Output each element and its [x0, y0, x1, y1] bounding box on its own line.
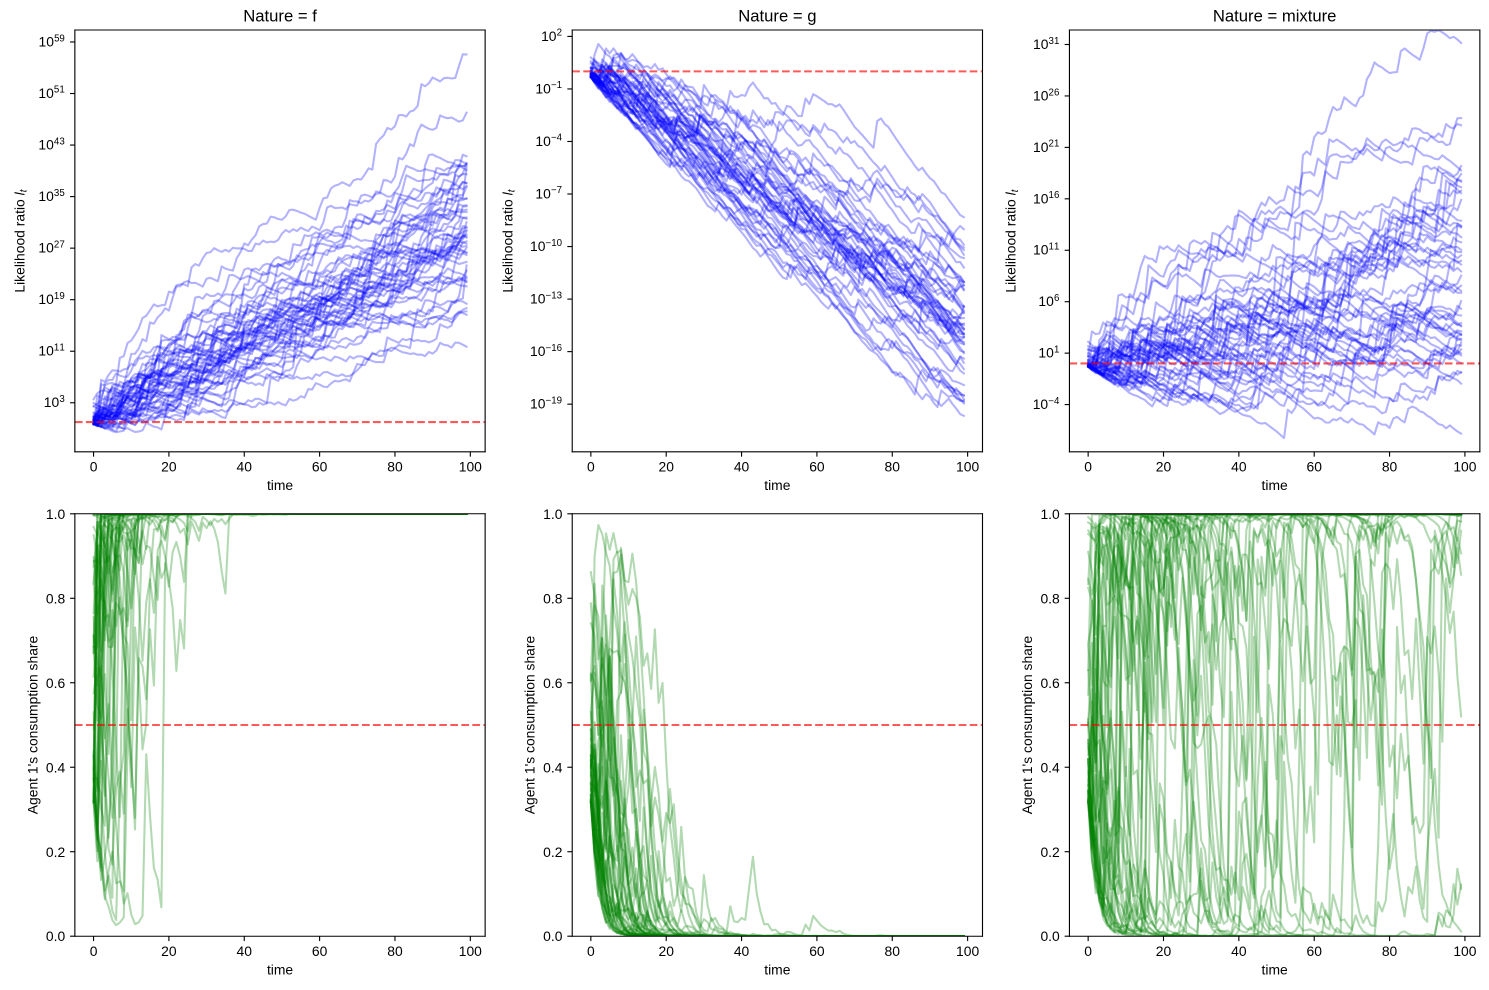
svg-text:1 0 2: 1 0 2 7 [38, 227, 65, 257]
svg-text:Agent 1's consumption share: Agent 1's consumption share [24, 635, 40, 814]
svg-text:1.0: 1.0 [1040, 506, 1060, 522]
svg-text:60: 60 [312, 459, 328, 475]
svg-text:1 0 6: 1 0 6 [1038, 286, 1059, 311]
svg-text:0.8: 0.8 [1040, 590, 1060, 606]
svg-text:0.4: 0.4 [543, 759, 563, 775]
svg-text:1 0 2: 1 0 2 1 [1033, 127, 1060, 157]
svg-text:20: 20 [161, 459, 177, 475]
svg-text:0.6: 0.6 [46, 675, 66, 691]
svg-text:time: time [1262, 477, 1288, 493]
svg-text:1 0 −: 1 0 − 1 [535, 68, 562, 98]
svg-text:60: 60 [1306, 459, 1322, 475]
svg-text:0.0: 0.0 [46, 928, 66, 944]
svg-text:0.2: 0.2 [1040, 844, 1060, 860]
svg-text:0.4: 0.4 [1040, 759, 1060, 775]
svg-text:0.4: 0.4 [46, 759, 66, 775]
svg-text:1 0 1: 1 0 1 6 [1033, 178, 1060, 208]
svg-text:80: 80 [1382, 943, 1398, 959]
svg-text:time: time [1262, 961, 1288, 977]
svg-text:100: 100 [1453, 943, 1476, 959]
svg-text:Nature = g: Nature = g [738, 7, 816, 26]
svg-text:time: time [267, 961, 293, 977]
svg-text:100: 100 [459, 943, 482, 959]
svg-text:60: 60 [809, 459, 825, 475]
svg-text:0: 0 [90, 943, 98, 959]
svg-text:60: 60 [312, 943, 328, 959]
svg-text:20: 20 [161, 943, 177, 959]
svg-text:80: 80 [387, 943, 403, 959]
svg-text:Agent 1's consumption share: Agent 1's consumption share [1019, 635, 1035, 814]
svg-text:Nature = mixture: Nature = mixture [1213, 7, 1337, 26]
svg-text:20: 20 [658, 943, 674, 959]
svg-text:80: 80 [387, 459, 403, 475]
svg-text:40: 40 [734, 943, 750, 959]
svg-text:time: time [764, 477, 790, 493]
svg-text:1 0 3: 1 0 3 [44, 387, 65, 412]
svg-text:1.0: 1.0 [46, 506, 66, 522]
svg-text:80: 80 [1382, 459, 1398, 475]
svg-text:1 0 1: 1 0 1 [1038, 337, 1059, 362]
svg-text:40: 40 [1231, 459, 1247, 475]
svg-text:20: 20 [658, 459, 674, 475]
svg-text:L i k e: L i k e l i h o o d r a t i o l t [492, 187, 517, 293]
svg-text:0.0: 0.0 [1040, 928, 1060, 944]
svg-text:0: 0 [587, 459, 595, 475]
svg-text:1 0 3: 1 0 3 5 [38, 176, 65, 206]
svg-text:1.0: 1.0 [543, 506, 563, 522]
svg-text:L i k e: L i k e l i h o o d r a t i o l t [996, 187, 1021, 293]
svg-text:1 0 −: 1 0 − 4 [1033, 384, 1060, 414]
svg-text:L i k e: L i k e l i h o o d r a t i o l t [4, 187, 29, 293]
svg-text:1 0 1: 1 0 1 9 [38, 279, 65, 309]
svg-text:60: 60 [809, 943, 825, 959]
svg-text:80: 80 [885, 459, 901, 475]
svg-text:40: 40 [1231, 943, 1247, 959]
svg-text:0: 0 [90, 459, 98, 475]
svg-text:1 0 2: 1 0 2 6 [1033, 75, 1060, 105]
svg-text:20: 20 [1156, 459, 1172, 475]
svg-text:100: 100 [459, 459, 482, 475]
svg-text:0: 0 [587, 943, 595, 959]
svg-text:40: 40 [237, 459, 253, 475]
svg-text:1 0 −: 1 0 − 7 [535, 173, 562, 203]
svg-text:0.2: 0.2 [46, 844, 66, 860]
svg-text:1 0 −: 1 0 − 1 3 [530, 278, 562, 308]
svg-text:1 0 −: 1 0 − 1 9 [530, 383, 562, 413]
svg-text:1 0 5: 1 0 5 9 [39, 21, 66, 51]
svg-text:1 0 −: 1 0 − 1 6 [530, 331, 562, 361]
svg-text:100: 100 [1453, 459, 1476, 475]
svg-text:20: 20 [1156, 943, 1172, 959]
svg-text:Nature = f: Nature = f [243, 7, 317, 26]
svg-text:100: 100 [956, 459, 979, 475]
svg-text:1 0 −: 1 0 − 1 0 [530, 226, 563, 256]
svg-text:0.6: 0.6 [543, 675, 563, 691]
svg-text:1 0 1: 1 0 1 1 [1033, 229, 1060, 259]
svg-text:time: time [764, 961, 790, 977]
svg-text:0.2: 0.2 [543, 844, 563, 860]
svg-text:1 0 −: 1 0 − 4 [535, 121, 562, 151]
svg-text:0.0: 0.0 [543, 928, 563, 944]
svg-text:1 0 3: 1 0 3 1 [1033, 24, 1060, 54]
svg-text:60: 60 [1306, 943, 1322, 959]
svg-text:1 0 4: 1 0 4 3 [38, 124, 65, 154]
svg-text:80: 80 [885, 943, 901, 959]
svg-text:0: 0 [1084, 943, 1092, 959]
svg-text:1 0 5: 1 0 5 1 [38, 73, 65, 103]
svg-text:1 0 1: 1 0 1 1 [38, 330, 65, 360]
svg-text:100: 100 [956, 943, 979, 959]
svg-text:0.6: 0.6 [1040, 675, 1060, 691]
svg-text:40: 40 [734, 459, 750, 475]
svg-text:Agent 1's consumption share: Agent 1's consumption share [522, 635, 538, 814]
svg-text:0: 0 [1084, 459, 1092, 475]
svg-text:1 0 2: 1 0 2 [541, 21, 562, 46]
svg-text:time: time [267, 477, 293, 493]
svg-text:0.8: 0.8 [46, 590, 66, 606]
svg-text:0.8: 0.8 [543, 590, 563, 606]
svg-text:40: 40 [237, 943, 253, 959]
